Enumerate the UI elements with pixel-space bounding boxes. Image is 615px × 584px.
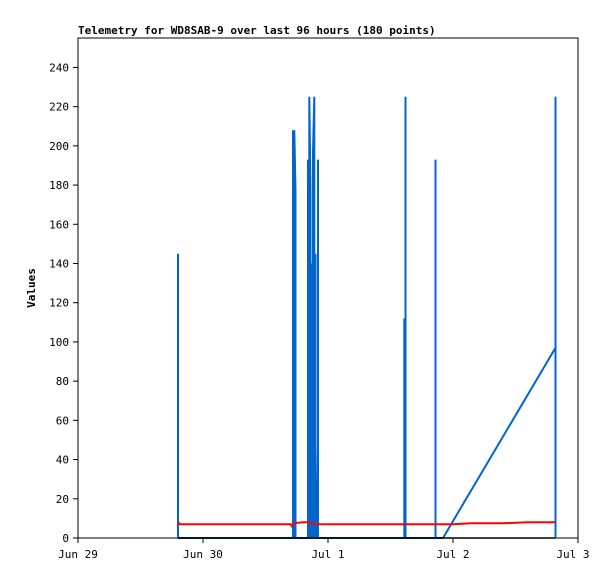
y-axis-label: Values xyxy=(25,268,38,308)
y-tick-label: 40 xyxy=(56,454,69,467)
x-tick-label: Jul 2 xyxy=(436,548,469,561)
x-tick-label: Jun 29 xyxy=(58,548,98,561)
y-tick-label: 160 xyxy=(49,218,69,231)
plot-frame xyxy=(77,37,579,539)
y-tick-label: 200 xyxy=(49,140,69,153)
y-tick-label: 60 xyxy=(56,414,69,427)
x-axis-ticks: Jun 29 Jun 30 Jul 1 Jul 2 Jul 3 xyxy=(58,538,590,561)
y-tick-label: 240 xyxy=(49,61,69,74)
x-tick-label: Jul 1 xyxy=(311,548,344,561)
series-layer xyxy=(177,96,557,539)
y-tick-label: 140 xyxy=(49,257,69,270)
y-tick-label: 220 xyxy=(49,101,69,114)
y-axis-ticks: 0 20 40 60 80 100 120 140 160 180 200 220 240 xyxy=(49,61,78,545)
y-tick-label: 80 xyxy=(56,375,69,388)
y-tick-label: 0 xyxy=(62,532,69,545)
y-tick-label: 100 xyxy=(49,336,69,349)
y-tick-label: 120 xyxy=(49,297,69,310)
series-line-1 xyxy=(177,520,556,529)
x-tick-label: Jul 3 xyxy=(556,548,589,561)
x-tick-label: Jun 30 xyxy=(183,548,223,561)
chart-title: Telemetry for WD8SAB-9 over last 96 hour… xyxy=(78,24,436,37)
y-tick-label: 20 xyxy=(56,493,69,506)
y-tick-label: 180 xyxy=(49,179,69,192)
